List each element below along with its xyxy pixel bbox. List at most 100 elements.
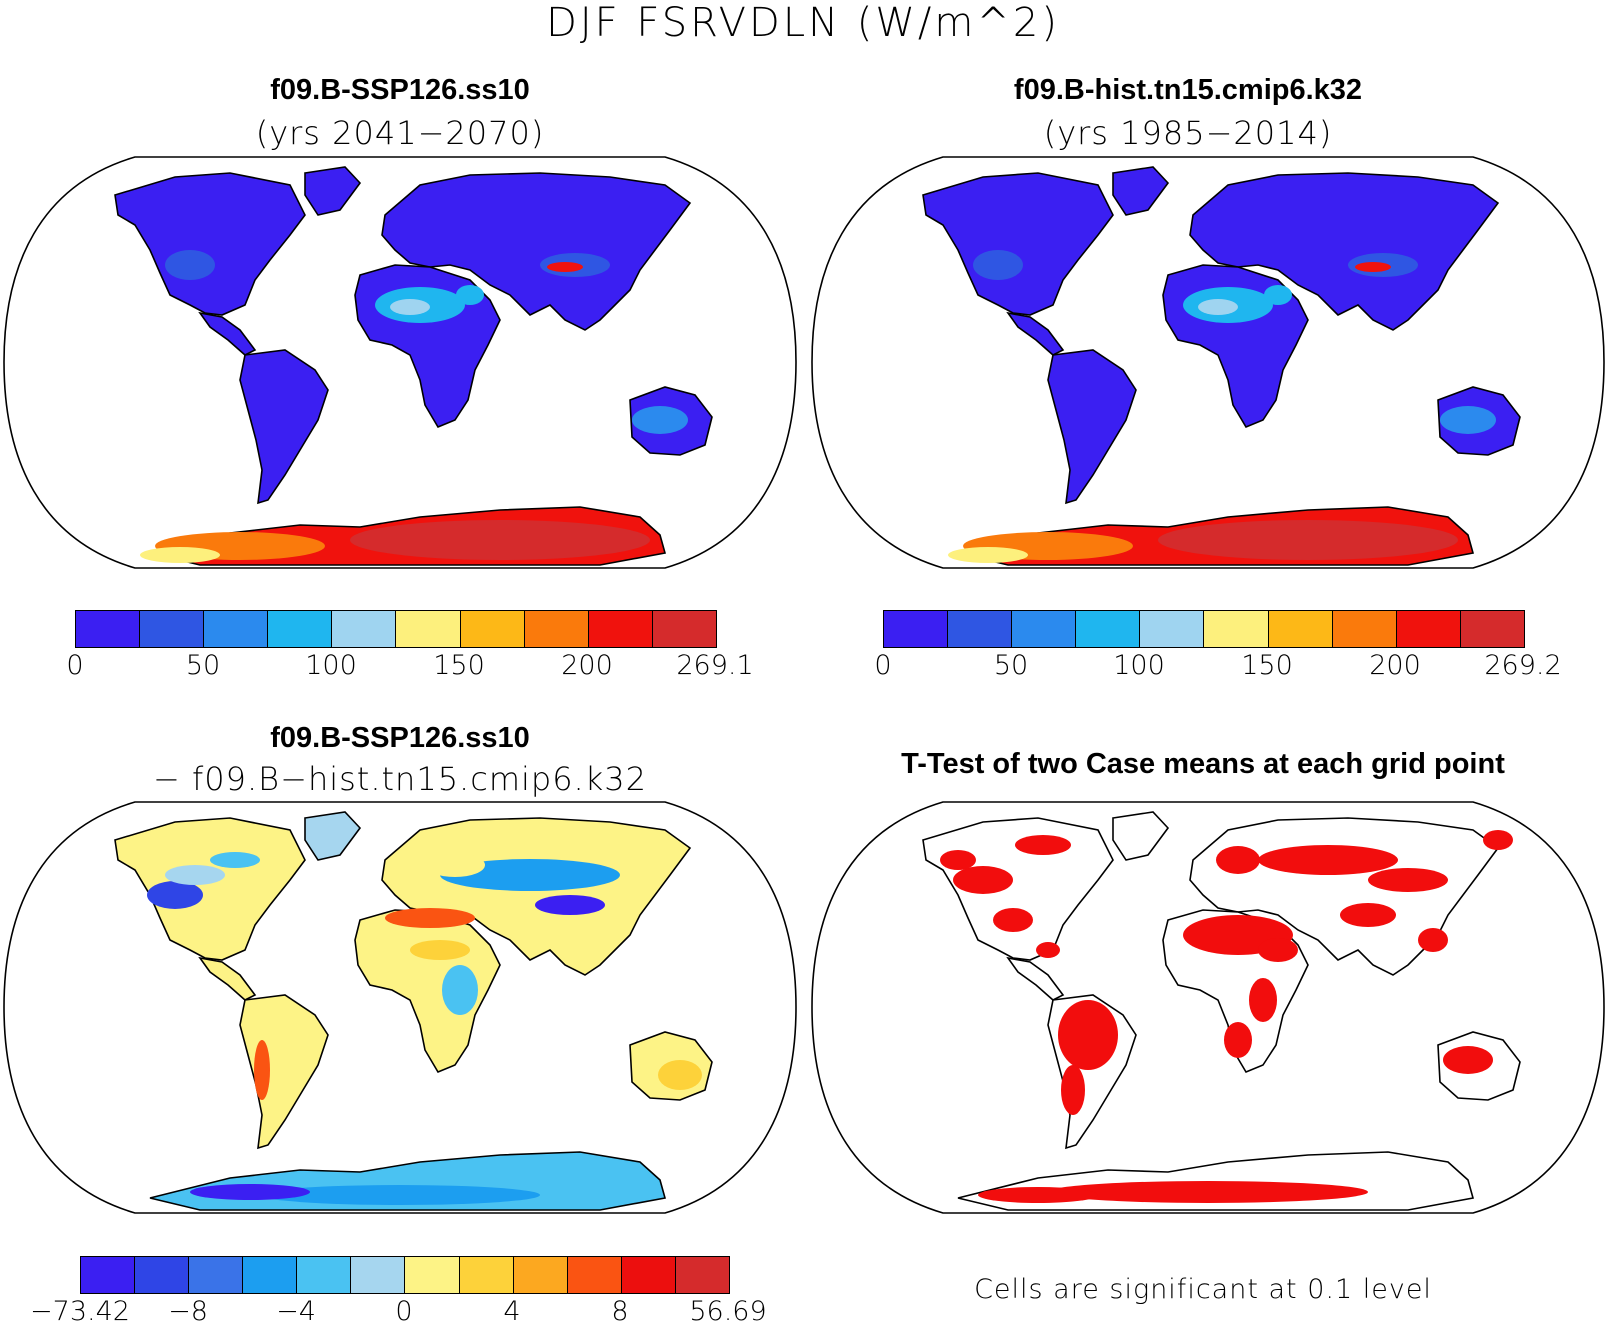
colorbar-swatch <box>1140 611 1205 647</box>
landmass-greenland <box>1112 811 1170 861</box>
significant-cells <box>1048 1181 1368 1203</box>
field-patch <box>1198 299 1238 315</box>
panel3-case-title: f09.B-SSP126.ss10 <box>270 722 530 754</box>
landmass-greenland <box>304 166 362 216</box>
colorbar-swatch <box>884 611 949 647</box>
significant-cells <box>953 866 1013 894</box>
significant-cells <box>1443 1046 1493 1074</box>
panel2-colorbar <box>883 610 1525 648</box>
field-patch <box>948 547 1028 563</box>
panel2-case-title: f09.B-hist.tn15.cmip6.k32 <box>1013 74 1363 106</box>
panel2-years: (yrs 1985−2014) <box>1043 114 1333 152</box>
field-patch <box>165 250 215 280</box>
colorbar-swatch <box>588 611 653 647</box>
colorbar-swatch <box>76 611 141 647</box>
colorbar-tick-label: 4 <box>503 1296 521 1327</box>
colorbar-tick-label: 269.2 <box>1484 650 1562 681</box>
landmass-samerica <box>1047 349 1137 505</box>
colorbar-tick-label: 50 <box>185 650 221 681</box>
colorbar-tick-label: 100 <box>305 650 357 681</box>
landmass-camerica <box>198 311 257 356</box>
panel4-title: T-Test of two Case means at each grid po… <box>901 748 1505 780</box>
field-patch <box>658 1060 702 1090</box>
colorbar-swatch <box>332 611 397 647</box>
landmass-eurasia <box>1189 172 1500 331</box>
field-patch <box>260 1185 540 1205</box>
colorbar-swatch <box>297 1257 352 1293</box>
colorbar-swatch <box>189 1257 244 1293</box>
colorbar-swatch <box>1332 611 1397 647</box>
colorbar-tick-label: 0 <box>874 650 892 681</box>
field-patch <box>410 940 470 960</box>
colorbar-swatch <box>621 1257 676 1293</box>
significant-cells <box>1483 830 1513 850</box>
colorbar-swatch <box>81 1257 136 1293</box>
colorbar-swatch <box>513 1257 568 1293</box>
panel2-map <box>811 156 1605 569</box>
field-patch <box>190 1184 310 1200</box>
colorbar-swatch <box>524 611 589 647</box>
landmass-namerica <box>114 172 306 316</box>
landmass-camerica <box>198 956 257 1001</box>
landmass-camerica <box>1006 311 1065 356</box>
colorbar-swatch <box>135 1257 190 1293</box>
significant-cells <box>993 908 1033 932</box>
colorbar-swatch <box>396 611 461 647</box>
colorbar-tick-label: 200 <box>1369 650 1421 681</box>
significant-cells <box>1368 868 1448 892</box>
colorbar-swatch <box>948 611 1013 647</box>
field-patch <box>425 853 485 877</box>
significance-note: Cells are significant at 0.1 level <box>974 1274 1432 1305</box>
panel4-map <box>811 801 1605 1214</box>
colorbar-tick-label: −4 <box>276 1296 316 1327</box>
field-patch <box>1355 262 1391 272</box>
colorbar-swatch <box>1076 611 1141 647</box>
significant-cells <box>1258 845 1398 875</box>
field-patch <box>440 859 620 891</box>
significant-cells <box>1224 1022 1252 1058</box>
landmass-namerica <box>922 172 1114 316</box>
field-patch <box>254 1040 270 1100</box>
field-patch <box>535 895 605 915</box>
landmass-greenland <box>304 811 362 861</box>
colorbar-tick-label: −8 <box>168 1296 208 1327</box>
colorbar-tick-label: 0 <box>66 650 84 681</box>
significant-cells <box>1258 938 1298 962</box>
significant-cells <box>1216 846 1260 874</box>
field-patch <box>442 965 478 1015</box>
map-frame <box>3 156 797 569</box>
field-patch <box>390 299 430 315</box>
field-patch <box>350 520 650 560</box>
panel3-map <box>3 801 797 1214</box>
panel1-years: (yrs 2041−2070) <box>255 114 545 152</box>
significant-cells <box>1249 978 1277 1022</box>
landmass-namerica <box>114 817 306 961</box>
panel1-case-title: f09.B-SSP126.ss10 <box>270 74 530 106</box>
map-frame <box>811 156 1605 569</box>
colorbar-tick-label: 150 <box>1241 650 1293 681</box>
colorbar-swatch <box>243 1257 298 1293</box>
colorbar-tick-label: −73.42 <box>30 1296 130 1327</box>
colorbar-swatch <box>1460 611 1524 647</box>
colorbar-swatch <box>268 611 333 647</box>
field-patch <box>1264 285 1292 305</box>
significant-cells <box>1418 928 1448 952</box>
field-patch <box>385 908 475 928</box>
colorbar-tick-label: 56.69 <box>689 1296 767 1327</box>
colorbar-tick-label: 200 <box>561 650 613 681</box>
map-frame <box>811 801 1605 1214</box>
field-patch <box>1440 406 1496 434</box>
colorbar-swatch <box>1268 611 1333 647</box>
field-patch <box>1158 520 1458 560</box>
colorbar-tick-label: 0 <box>395 1296 413 1327</box>
colorbar-tick-label: 50 <box>993 650 1029 681</box>
colorbar-tick-label: 100 <box>1113 650 1165 681</box>
colorbar-swatch <box>1204 611 1269 647</box>
figure-title: DJF FSRVDLN (W/m^2) <box>546 0 1060 46</box>
field-patch <box>973 250 1023 280</box>
field-patch <box>147 881 203 909</box>
landmass-samerica <box>239 349 329 505</box>
panel1-colorbar <box>75 610 717 648</box>
field-patch <box>547 262 583 272</box>
colorbar-swatch <box>460 611 525 647</box>
